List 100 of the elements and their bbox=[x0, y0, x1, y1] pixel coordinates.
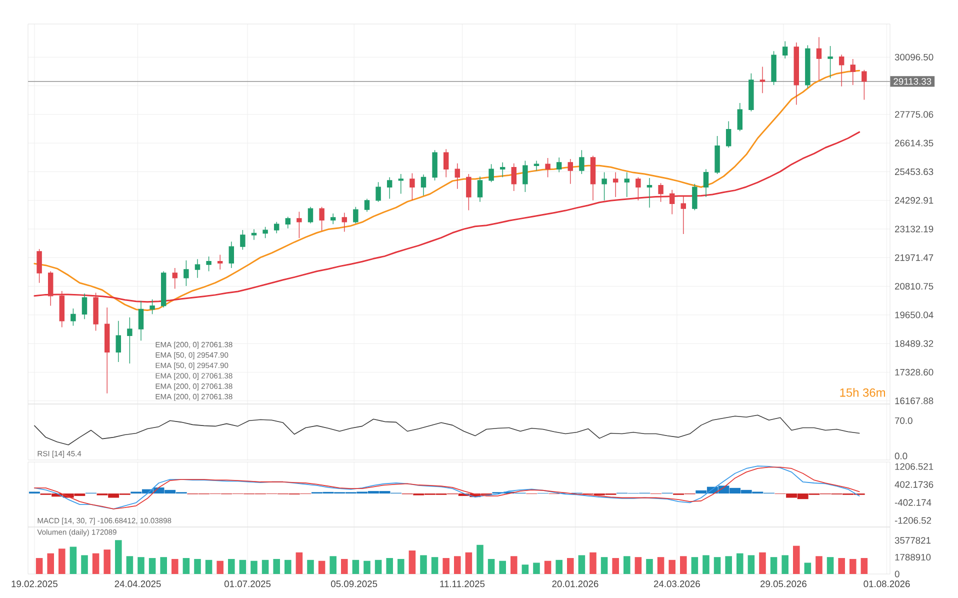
bar bbox=[499, 560, 506, 574]
bar bbox=[205, 560, 212, 574]
candlestick bbox=[760, 66, 766, 94]
bar bbox=[307, 560, 314, 574]
bar bbox=[691, 557, 698, 574]
candlestick bbox=[805, 44, 810, 89]
candlestick bbox=[602, 172, 607, 201]
bar bbox=[273, 558, 280, 574]
candlestick bbox=[93, 292, 98, 332]
y-tick-label: 27775.06 bbox=[895, 111, 934, 118]
y-tick-label: 1788910 bbox=[895, 554, 931, 561]
bar bbox=[488, 558, 495, 574]
y-tick-label: 0.0 bbox=[894, 452, 908, 460]
bar bbox=[657, 557, 664, 574]
candlestick bbox=[308, 206, 314, 224]
candlestick bbox=[534, 160, 540, 171]
candlestick bbox=[703, 168, 709, 198]
x-tick-label: 29.05.2026 bbox=[760, 580, 806, 588]
candlestick bbox=[658, 182, 664, 202]
candlestick bbox=[194, 258, 200, 278]
bar bbox=[804, 562, 812, 574]
bar bbox=[182, 558, 190, 574]
candlestick bbox=[850, 58, 856, 86]
candlestick bbox=[138, 300, 144, 341]
y-tick-label: -1206.52 bbox=[894, 517, 932, 524]
bar bbox=[47, 553, 54, 574]
bar bbox=[860, 558, 868, 574]
candlestick bbox=[714, 136, 720, 174]
candlestick bbox=[862, 70, 867, 100]
bar bbox=[623, 556, 630, 574]
x-tick-label: 05.09.2025 bbox=[331, 580, 378, 588]
x-tick-label: 24.04.2025 bbox=[114, 580, 161, 588]
y-tick-label: 25453.63 bbox=[895, 168, 934, 176]
candlestick bbox=[172, 268, 178, 290]
bar bbox=[160, 557, 167, 574]
candlestick bbox=[466, 174, 472, 211]
bar bbox=[408, 550, 416, 574]
y-tick-label: 24292.91 bbox=[895, 197, 934, 204]
candlestick bbox=[184, 260, 189, 286]
bar bbox=[36, 558, 43, 574]
candlestick bbox=[646, 178, 652, 208]
candlestick bbox=[782, 40, 788, 59]
candlestick bbox=[353, 206, 358, 224]
candlestick bbox=[364, 198, 370, 212]
bar bbox=[533, 562, 540, 574]
bar bbox=[352, 560, 360, 574]
candlestick bbox=[454, 163, 460, 190]
candlestick bbox=[82, 293, 88, 320]
y-tick-label: 17328.60 bbox=[895, 368, 934, 376]
y-tick-label: 70.0 bbox=[895, 417, 912, 424]
bar bbox=[284, 560, 292, 574]
bar bbox=[228, 558, 235, 574]
bar bbox=[702, 555, 710, 574]
bar bbox=[70, 546, 77, 574]
candlestick bbox=[692, 184, 698, 211]
annotation: 15h 36m bbox=[840, 388, 886, 397]
bar bbox=[725, 556, 732, 574]
bar bbox=[364, 560, 370, 574]
y-tick-label: 18489.32 bbox=[895, 340, 934, 347]
y-tick-label: 20810.75 bbox=[895, 282, 934, 290]
candlestick bbox=[206, 256, 212, 272]
candlestick bbox=[488, 164, 494, 183]
bar bbox=[374, 560, 382, 574]
y-tick-label: 16167.88 bbox=[895, 398, 934, 404]
candlestick bbox=[748, 73, 754, 112]
bar bbox=[104, 550, 110, 574]
bar bbox=[420, 555, 427, 574]
bar bbox=[172, 558, 178, 574]
candlestick bbox=[545, 158, 550, 178]
candlestick bbox=[319, 206, 324, 232]
bar bbox=[341, 558, 348, 574]
y-tick-label: 21971.47 bbox=[895, 254, 934, 261]
bar bbox=[138, 557, 144, 574]
bar bbox=[262, 560, 269, 574]
bar bbox=[250, 560, 258, 574]
candlestick bbox=[116, 320, 122, 362]
bar bbox=[330, 556, 336, 574]
candlestick bbox=[150, 299, 155, 315]
bar bbox=[398, 558, 404, 574]
candlestick bbox=[59, 290, 65, 328]
candlestick bbox=[568, 158, 573, 184]
y-tick-label: 1206.521 bbox=[895, 463, 934, 470]
candlestick bbox=[432, 150, 438, 181]
candlestick bbox=[816, 36, 822, 80]
bar bbox=[454, 556, 461, 574]
bar bbox=[714, 557, 721, 574]
bar bbox=[590, 552, 596, 574]
bar bbox=[578, 555, 586, 574]
bar bbox=[522, 564, 529, 574]
bar bbox=[826, 557, 834, 574]
y-tick-label: 402.1736 bbox=[894, 481, 934, 488]
bar bbox=[782, 555, 788, 574]
candlestick bbox=[262, 226, 268, 239]
bar bbox=[770, 557, 778, 574]
bar bbox=[431, 557, 438, 574]
ref-line-label: 29113.33 bbox=[894, 78, 932, 85]
candlestick bbox=[285, 216, 291, 229]
x-tick-label: 01.08.2026 bbox=[864, 580, 910, 588]
bar bbox=[58, 548, 66, 574]
bar bbox=[442, 558, 450, 574]
